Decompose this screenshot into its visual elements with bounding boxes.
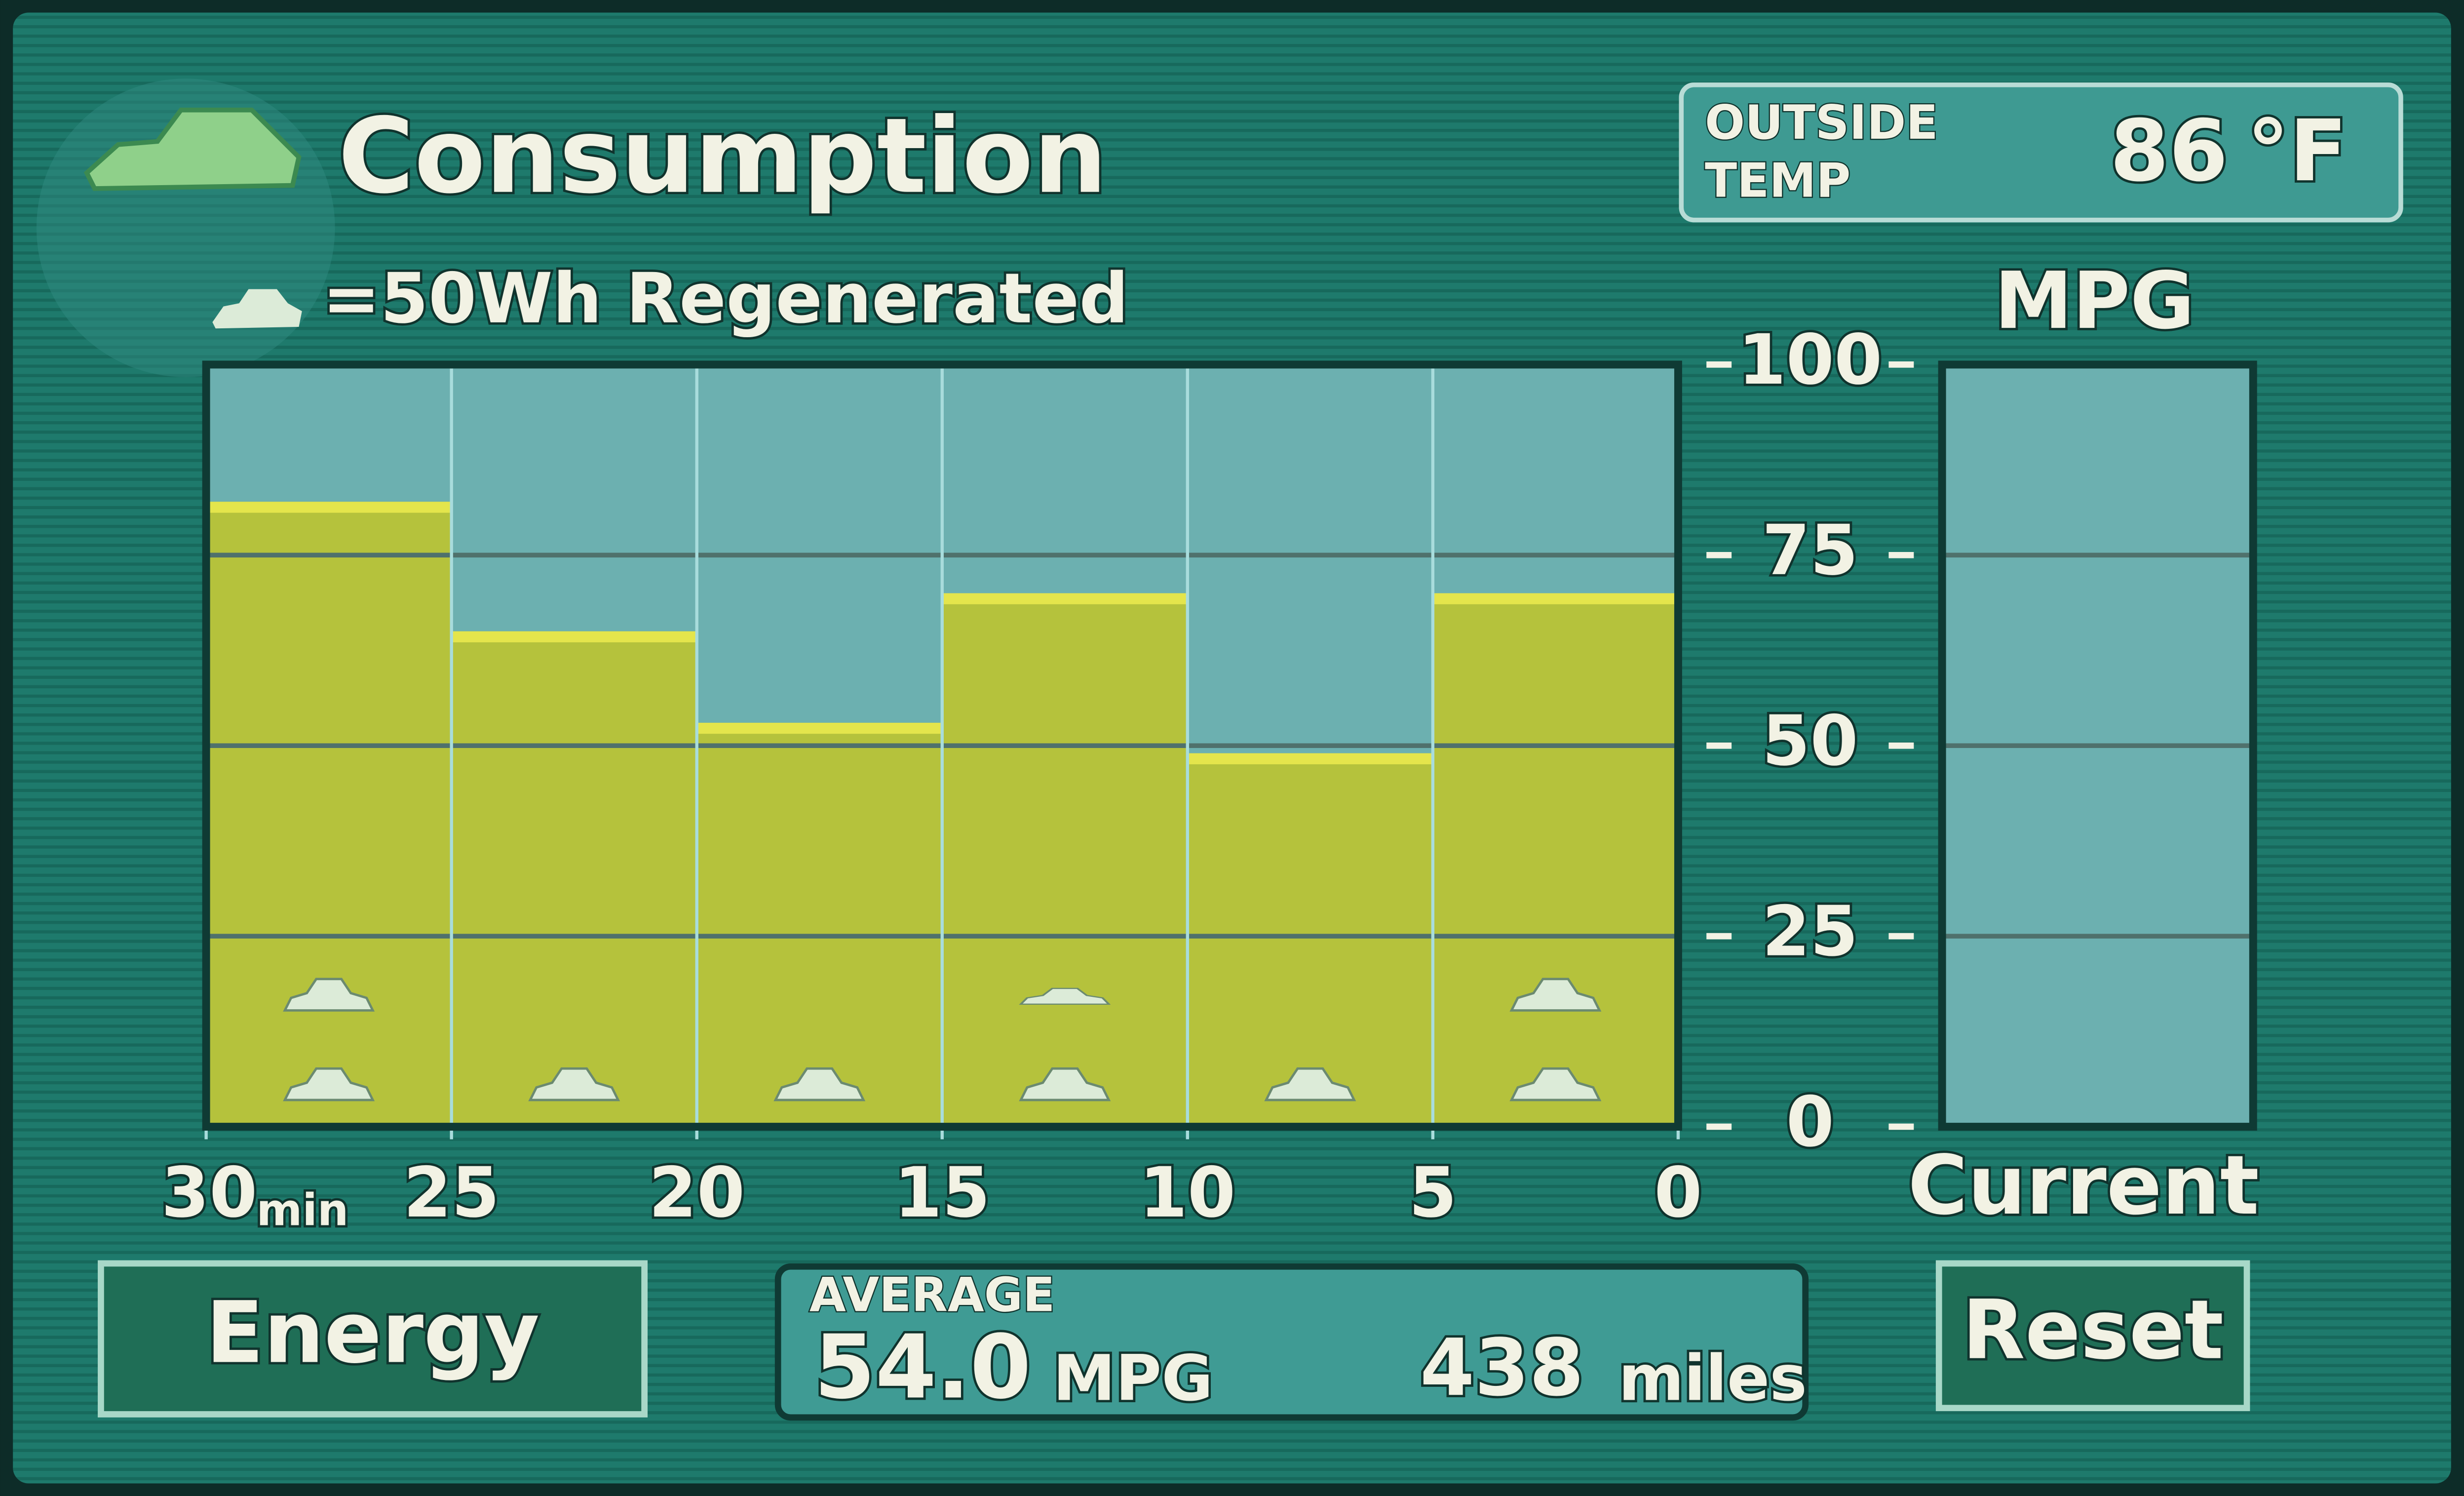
regen-icon (1019, 1067, 1111, 1102)
bar-top (451, 631, 697, 642)
average-distance: 438 (1420, 1322, 1584, 1414)
regen-icons (283, 978, 375, 1102)
regen-icon (1509, 1067, 1602, 1102)
bar (451, 631, 697, 1127)
regen-icon (773, 1067, 866, 1102)
y-tick-label: 50 (1762, 701, 1858, 782)
bar (696, 722, 942, 1127)
reset-button-frame[interactable] (1935, 1260, 2250, 1412)
current-label: Current (1908, 1138, 2259, 1233)
bar (206, 502, 452, 1127)
regen-icons (1019, 987, 1111, 1102)
average-distance-unit: miles (1618, 1342, 1807, 1415)
regen-icon (283, 1067, 375, 1102)
x-tick-label: 0 (1654, 1153, 1702, 1233)
y-tick-label: 100 (1738, 320, 1882, 400)
plot-frame (202, 360, 1682, 1131)
x-axis-unit: min (256, 1185, 348, 1236)
bar-top (1187, 753, 1433, 764)
reset-button-label[interactable]: Reset (1960, 1280, 2226, 1380)
average-label: AVERAGE (809, 1267, 1055, 1322)
regen-icons (1264, 1067, 1356, 1102)
current-title: MPG (1995, 255, 2195, 347)
temp-label: OUTSIDE (1705, 95, 1938, 150)
regen-icons (528, 1067, 620, 1102)
regen-icons (773, 1067, 866, 1102)
y-tick-label: 25 (1762, 892, 1858, 972)
average-frame (774, 1263, 1809, 1421)
bar-top (1432, 593, 1678, 604)
x-tick-label: 30 (161, 1153, 258, 1233)
average-mpg-unit: MPG (1053, 1342, 1213, 1415)
energy-button-label[interactable]: Energy (203, 1281, 542, 1385)
x-tick-label: 10 (1139, 1153, 1235, 1233)
bar (942, 593, 1188, 1127)
regen-icon (1019, 987, 1111, 1005)
regen-icon (1264, 1067, 1356, 1102)
reset-button[interactable]: Reset (1935, 1260, 2250, 1412)
bar-top (206, 502, 452, 513)
average-panel: AVERAGE 54.0 MPG 438 miles (774, 1263, 1810, 1421)
y-tick-label: 75 (1762, 511, 1858, 591)
energy-button-frame[interactable] (98, 1260, 648, 1417)
average-mpg: 54.0 (814, 1317, 1031, 1419)
current-frame (1938, 360, 2257, 1131)
x-tick-label: 25 (403, 1153, 500, 1233)
temp-unit: °F (2247, 101, 2347, 200)
temp-label: TEMP (1705, 153, 1850, 208)
temp-value: 86 (2110, 101, 2228, 200)
car-icon (83, 108, 302, 191)
regen-icon (528, 1067, 620, 1102)
legend-text: =50Wh Regenerated (322, 259, 1128, 339)
bar-top (942, 593, 1188, 604)
regen-icon (283, 978, 375, 1012)
energy-button[interactable]: Energy (98, 1260, 648, 1417)
regen-icon (1509, 978, 1602, 1012)
y-tick-label: 0 (1786, 1082, 1834, 1163)
title: Consumption (338, 96, 1107, 217)
bar (1187, 753, 1433, 1127)
bar (1432, 593, 1678, 1127)
x-tick-label: 5 (1409, 1153, 1457, 1233)
x-tick-label: 15 (894, 1153, 990, 1233)
regen-icons (1509, 978, 1602, 1102)
x-tick-label: 20 (649, 1153, 745, 1233)
temp-panel (1679, 82, 2403, 223)
legend-icon (212, 289, 302, 329)
bar-top (696, 722, 942, 734)
